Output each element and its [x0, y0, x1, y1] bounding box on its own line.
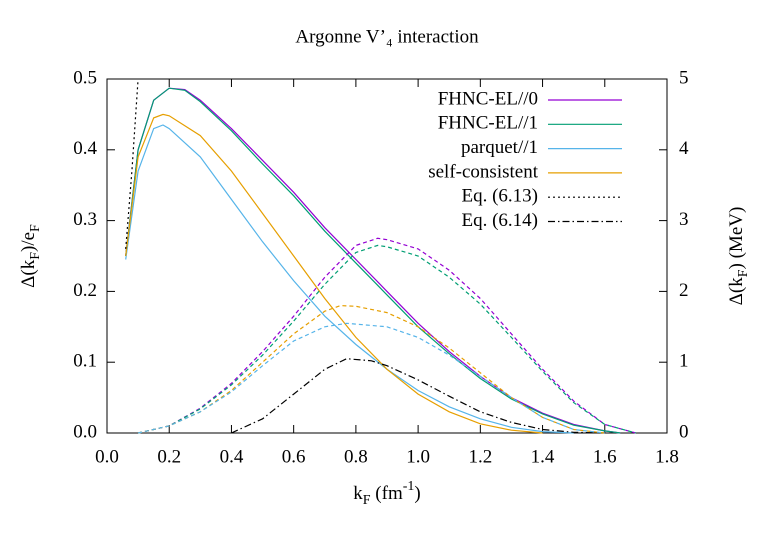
legend-label: Eq. (6.14) — [461, 210, 538, 231]
y2-tick-label: 2 — [679, 280, 689, 301]
y-tick-label: 0.4 — [73, 138, 97, 159]
plot-frame — [106, 78, 668, 434]
y2-tick-label: 0 — [679, 421, 689, 442]
x-axis-label: kF (fm-1) — [353, 479, 420, 508]
chart-title: Argonne V’₄ interaction — [295, 26, 479, 47]
y-tick-label: 0.2 — [73, 280, 97, 301]
y2-axis-label: Δ(kF) (MeV) — [726, 207, 751, 306]
series-line — [137, 322, 605, 434]
x-tick-label: 0.8 — [344, 446, 368, 467]
y2-tick-label: 4 — [679, 138, 689, 159]
y-axis-label: Δ(kF)/eF — [18, 224, 43, 288]
legend-label: parquet//1 — [461, 137, 538, 158]
y2-tick-label: 5 — [679, 67, 689, 88]
y2-tick-label: 3 — [679, 209, 689, 230]
x-tick-label: 0.2 — [157, 446, 181, 467]
series-line — [137, 304, 605, 434]
legend-label: FHNC-EL//0 — [438, 88, 538, 109]
y-tick-label: 0.1 — [73, 351, 97, 372]
series-line — [125, 78, 139, 249]
x-tick-label: 1.2 — [468, 446, 492, 467]
series-line — [125, 113, 543, 434]
legend-label: FHNC-EL//1 — [438, 113, 538, 134]
x-tick-label: 1.6 — [593, 446, 617, 467]
legend-label: Eq. (6.13) — [461, 186, 538, 207]
series-line — [125, 87, 621, 434]
x-tick-label: 0.4 — [220, 446, 244, 467]
y2-tick-label: 1 — [679, 351, 689, 372]
x-tick-label: 1.0 — [406, 446, 430, 467]
y-tick-label: 0.0 — [73, 421, 97, 442]
x-tick-label: 1.8 — [655, 446, 679, 467]
series-line — [231, 358, 605, 434]
legend-label: self-consistent — [428, 161, 538, 182]
series-line — [125, 87, 621, 434]
series-line — [137, 244, 637, 434]
series-line — [137, 237, 637, 434]
y-tick-label: 0.5 — [73, 67, 97, 88]
x-tick-label: 0.0 — [95, 446, 119, 467]
x-tick-label: 1.4 — [531, 446, 555, 467]
x-tick-label: 0.6 — [282, 446, 306, 467]
series-line — [125, 124, 574, 434]
y-tick-label: 0.3 — [73, 209, 97, 230]
